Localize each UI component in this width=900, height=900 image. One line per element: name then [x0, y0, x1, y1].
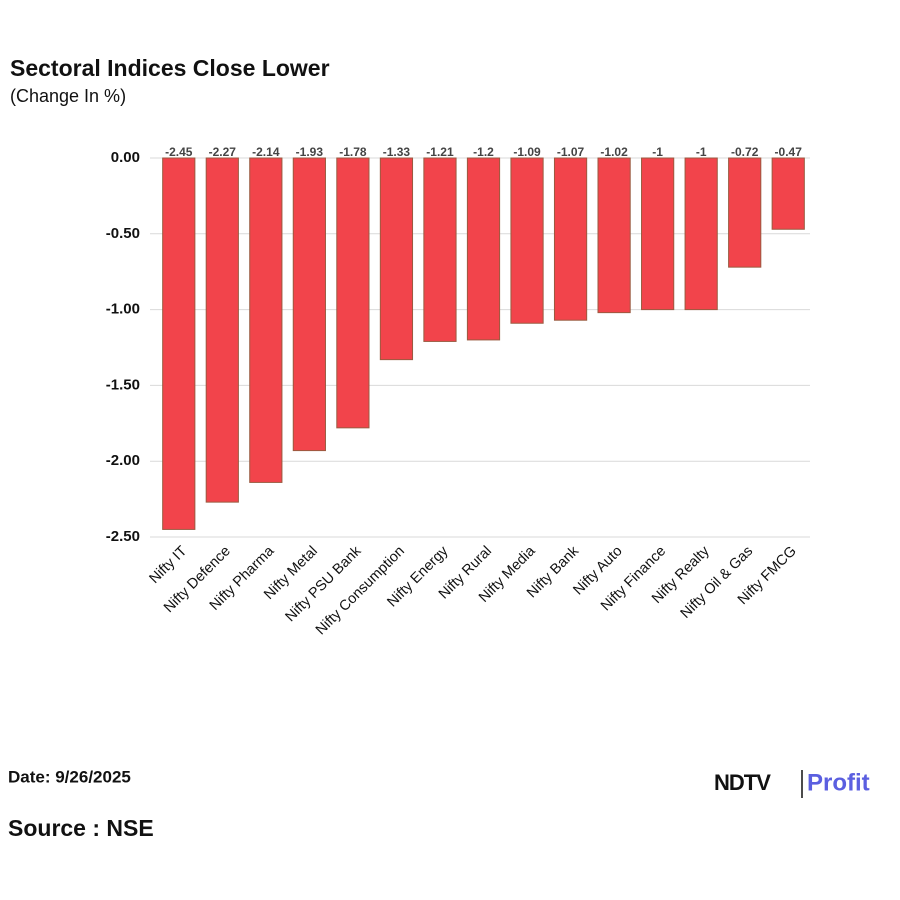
bar — [684, 157, 718, 311]
y-tick-label: -1.50 — [106, 376, 140, 393]
value-label: -1.78 — [339, 145, 367, 159]
bar — [336, 157, 370, 429]
y-tick-label: -1.00 — [106, 301, 140, 318]
source: Source : NSE — [8, 815, 154, 841]
value-label: -1 — [696, 145, 707, 159]
bar — [292, 157, 326, 452]
bar — [205, 157, 239, 503]
value-label: -1.2 — [473, 145, 494, 159]
logo-product: Profit — [807, 769, 870, 796]
bar — [597, 157, 631, 314]
bar — [771, 157, 805, 230]
y-tick-label: -2.50 — [106, 528, 140, 545]
value-label: -2.14 — [252, 145, 280, 159]
x-tick-label: Nifty PSU Bank — [282, 543, 364, 625]
value-label: -2.27 — [209, 145, 237, 159]
value-label: -1.02 — [600, 145, 628, 159]
value-label: -0.72 — [731, 145, 759, 159]
chart-title: Sectoral Indices Close Lower — [10, 55, 330, 81]
y-tick-label: -2.00 — [106, 452, 140, 469]
chart-subtitle: (Change In %) — [10, 86, 126, 106]
logo-brand: NDTV — [714, 770, 771, 795]
bar — [249, 157, 283, 483]
bar — [553, 157, 588, 321]
y-tick-label: 0.00 — [111, 149, 140, 166]
value-label: -0.47 — [775, 145, 803, 159]
y-tick-label: -0.50 — [106, 225, 140, 242]
bar — [379, 157, 414, 361]
x-tick-label: Nifty IT — [147, 543, 191, 587]
bar — [728, 157, 762, 268]
value-label: -1.93 — [296, 145, 324, 159]
date: Date: 9/26/2025 — [8, 767, 131, 786]
value-label: -1 — [652, 145, 663, 159]
value-label: -1.33 — [383, 145, 411, 159]
bar — [641, 157, 675, 311]
bar — [510, 157, 544, 324]
bar — [162, 157, 196, 530]
value-label: -2.45 — [165, 145, 193, 159]
value-label: -1.21 — [426, 145, 454, 159]
value-label: -1.07 — [557, 145, 585, 159]
value-label: -1.09 — [513, 145, 541, 159]
bar — [466, 157, 501, 341]
bar — [423, 157, 457, 342]
